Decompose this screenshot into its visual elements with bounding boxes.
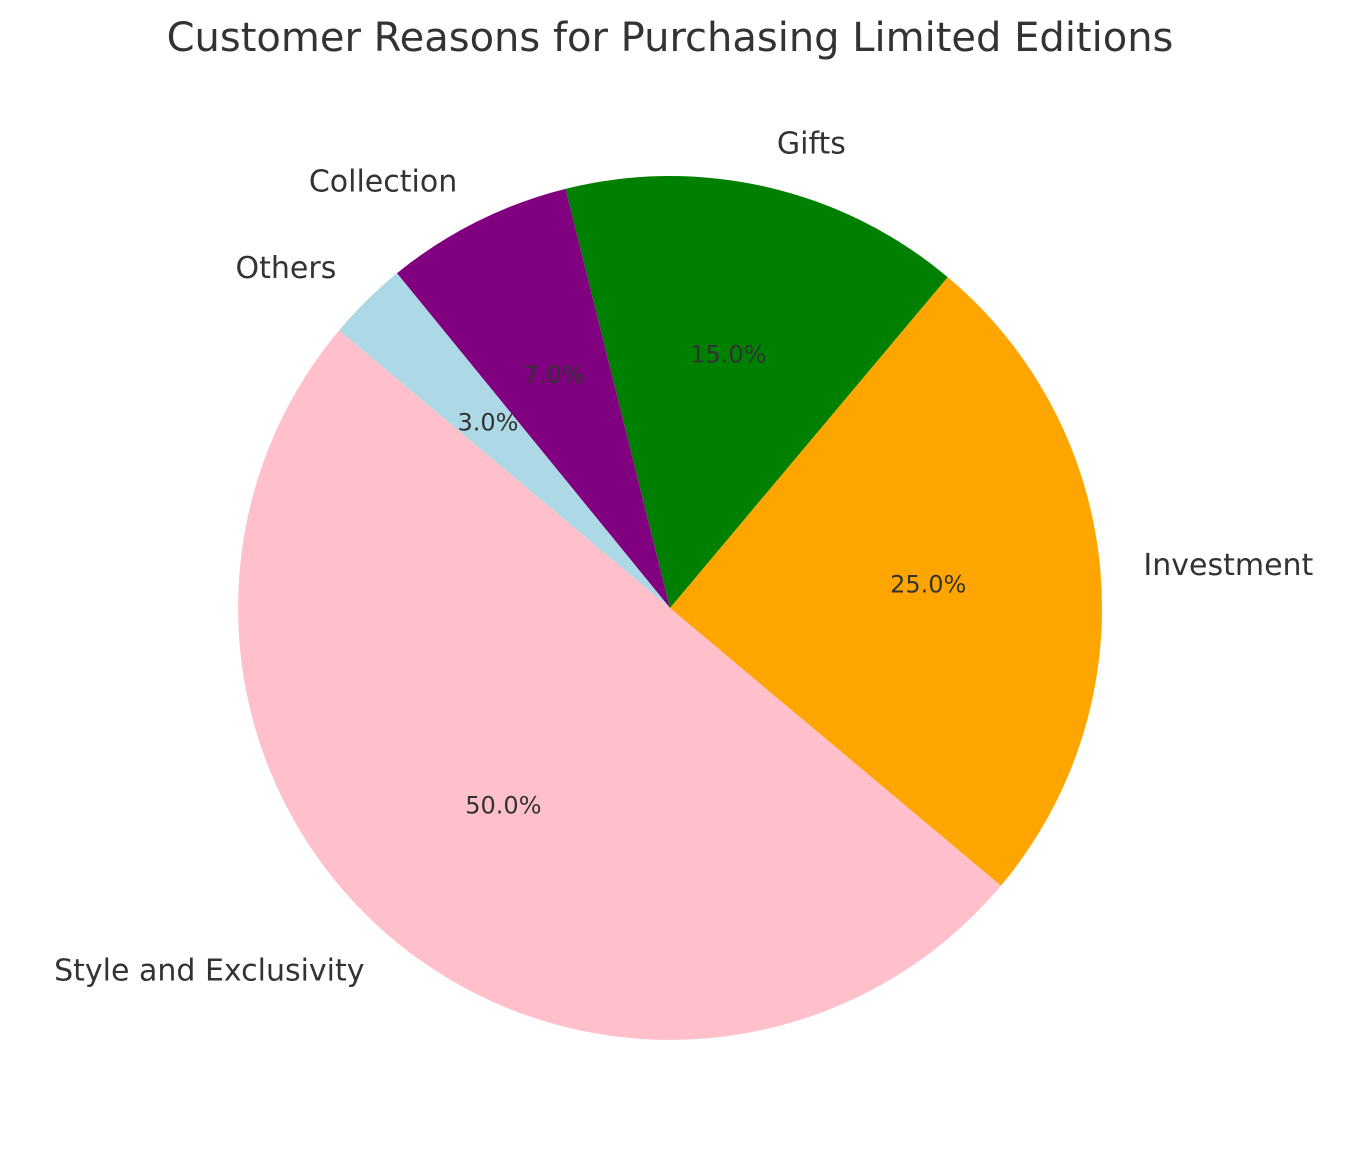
percent-label: 7.0% [523,361,584,389]
percent-label: 25.0% [890,570,966,598]
slice-label: Gifts [777,126,846,161]
pie-slice [238,330,1001,1040]
pie-slice [396,188,670,608]
pie-slice [565,176,948,608]
pie-slice [670,277,1102,886]
percent-label: 50.0% [465,792,541,820]
slice-label: Style and Exclusivity [54,954,364,989]
slice-label: Others [236,251,337,286]
slice-label: Collection [309,165,457,200]
chart-title: Customer Reasons for Purchasing Limited … [167,15,1174,61]
percent-label: 3.0% [458,408,519,436]
pie-slice [339,273,670,608]
slice-label: Investment [1143,548,1313,583]
percent-label: 15.0% [690,340,766,368]
